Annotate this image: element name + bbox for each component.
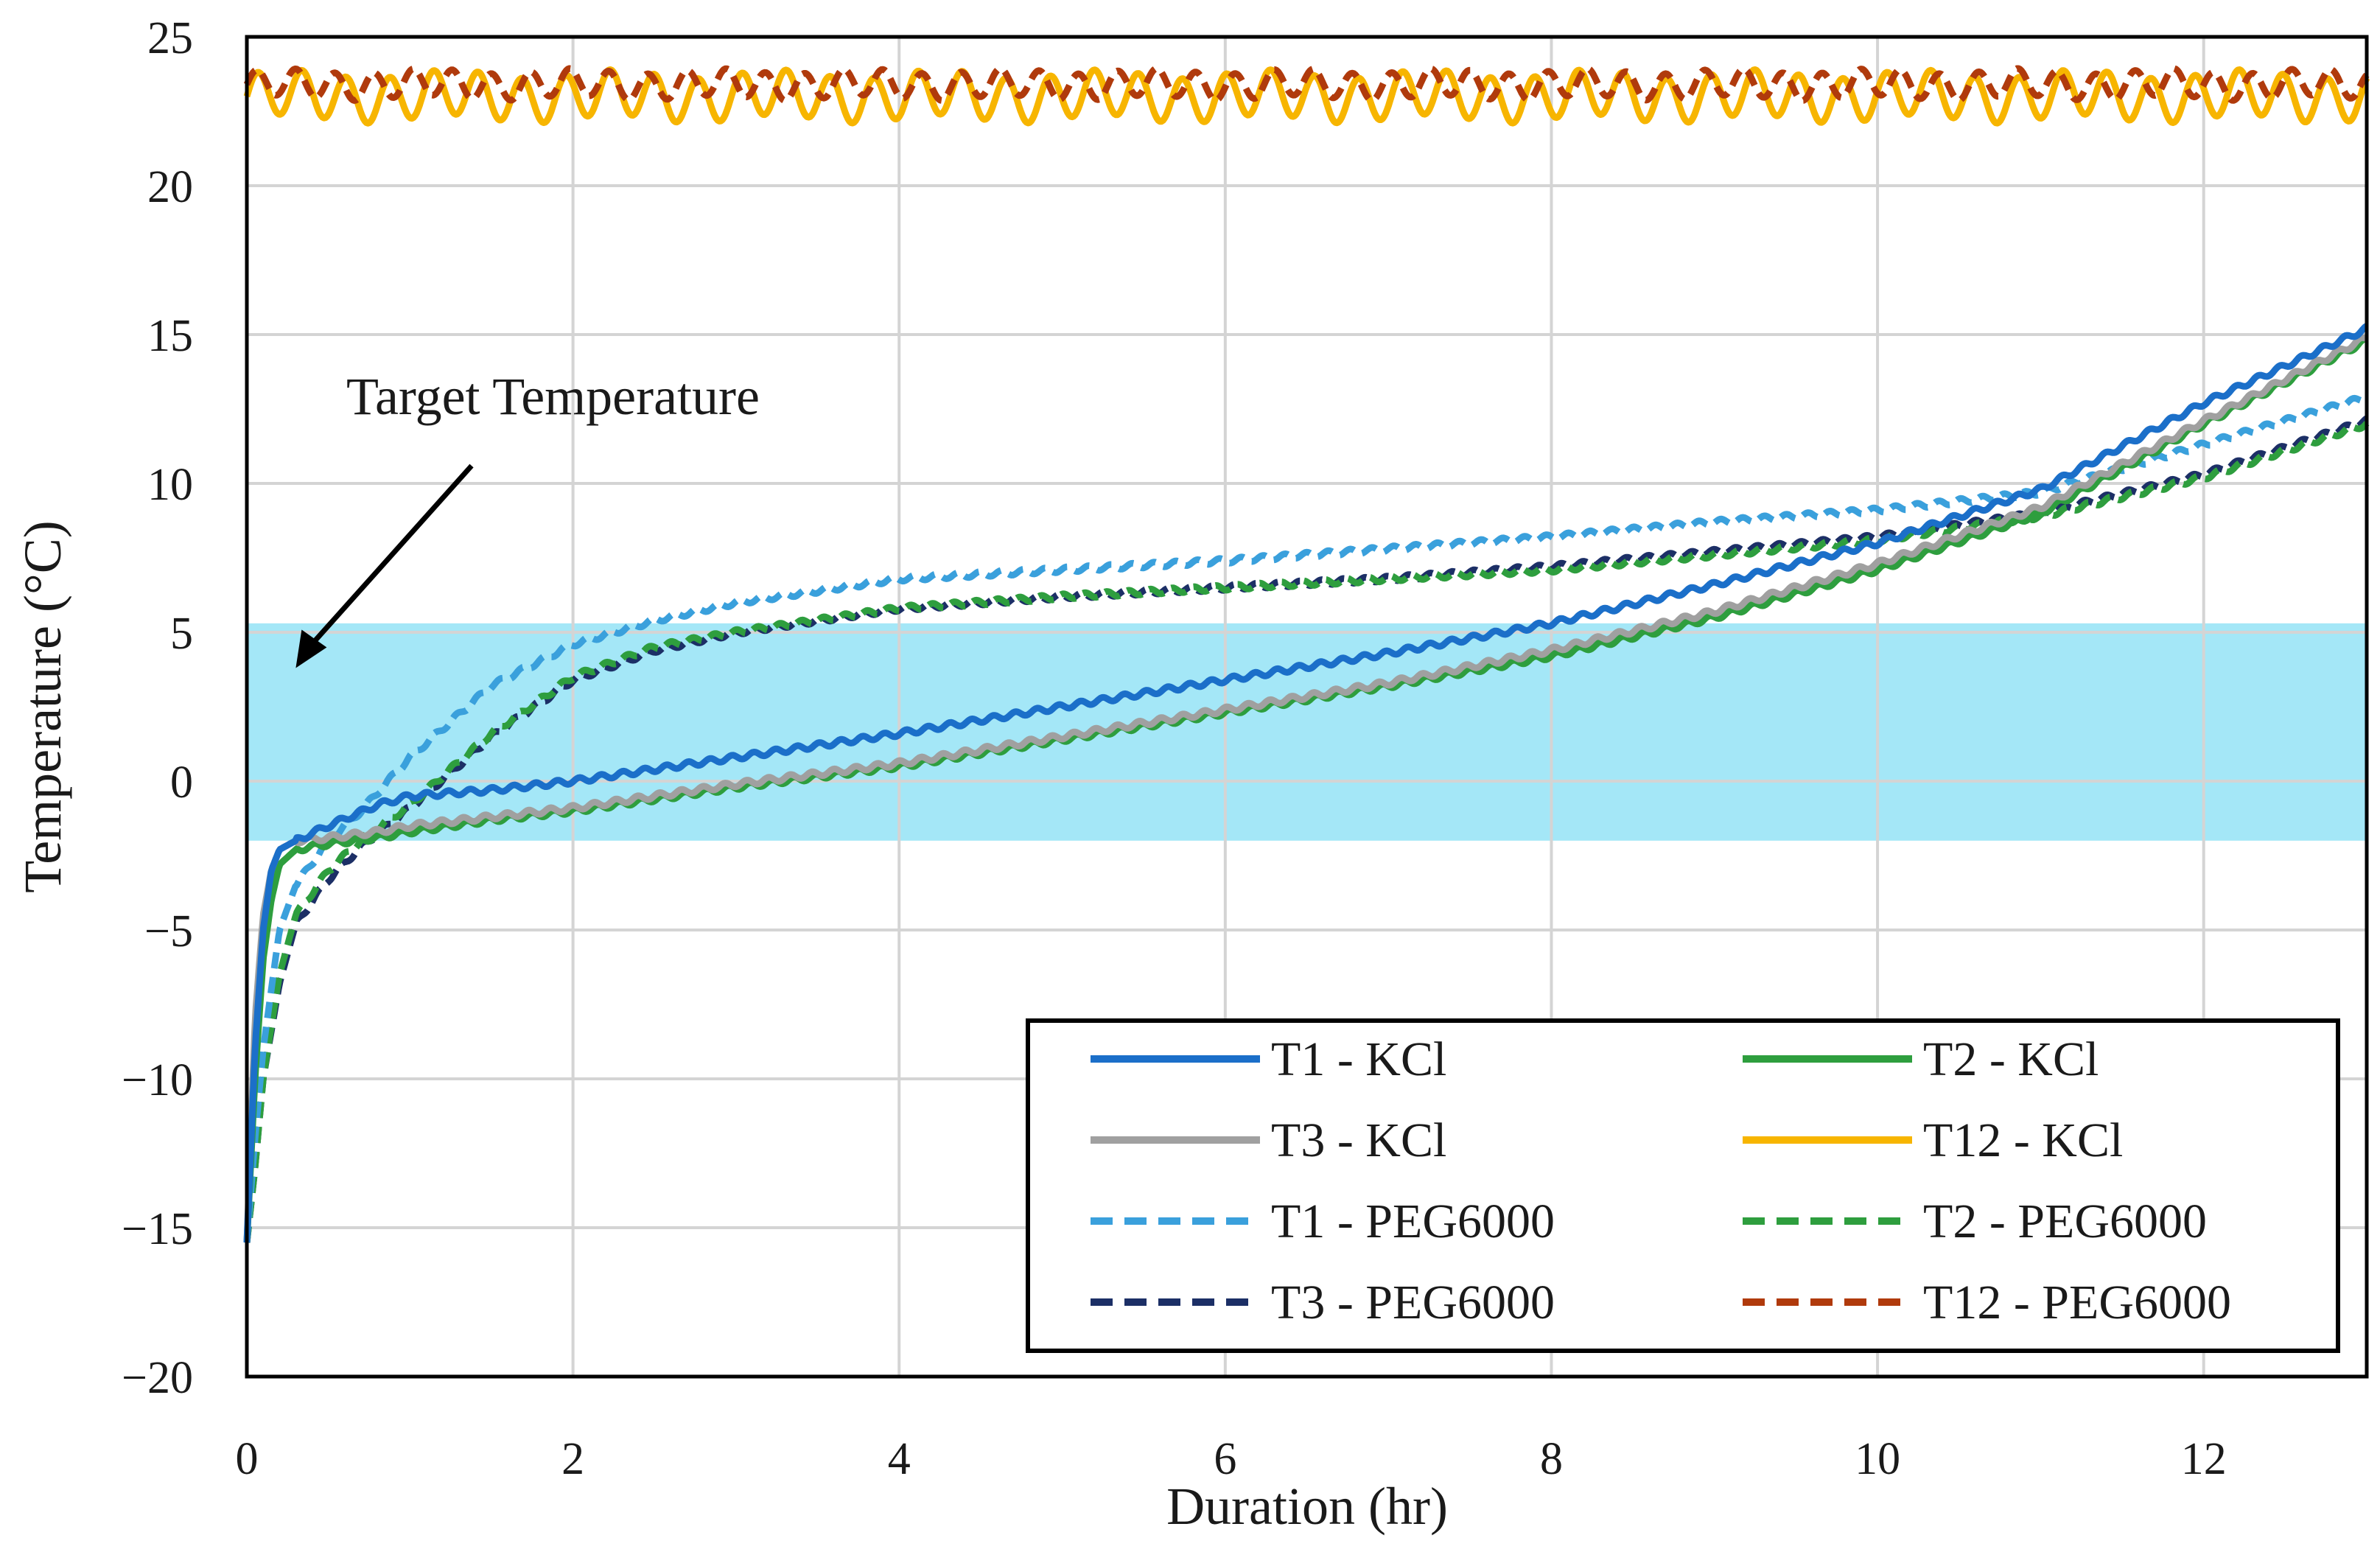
x-tick-label: 4: [888, 1434, 911, 1484]
x-tick-label: 12: [2181, 1434, 2227, 1484]
y-tick-label: −5: [144, 906, 193, 957]
y-tick-label: 0: [170, 758, 193, 808]
x-axis-title: Duration (hr): [1166, 1477, 1448, 1536]
legend-label: T3 - KCl: [1271, 1113, 1446, 1167]
annotation-arrow: [307, 464, 474, 649]
x-tick-label: 10: [1855, 1434, 1900, 1484]
series-line-t1-kcl: [243, 323, 2369, 1243]
legend-box: [1026, 1018, 2340, 1353]
y-tick-label: −15: [122, 1204, 193, 1254]
x-tick-label: 0: [236, 1434, 259, 1484]
x-tick-label: 2: [561, 1434, 584, 1484]
legend-label: T1 - KCl: [1271, 1032, 1446, 1086]
plot-frame: [245, 35, 2369, 1379]
y-tick-label: 25: [147, 13, 193, 63]
x-tick-label: 6: [1214, 1434, 1236, 1484]
series-line-t12-peg6000: [243, 65, 2370, 104]
annotation-arrowhead: [295, 629, 327, 668]
y-tick-label: −20: [122, 1353, 193, 1403]
legend-label: T12 - PEG6000: [1923, 1276, 2231, 1329]
legend-label: T1 - PEG6000: [1271, 1195, 1555, 1248]
annotation-target-temperature: Target Temperature: [346, 367, 760, 426]
legend-label: T12 - KCl: [1923, 1113, 2123, 1167]
series-line-t12-kcl: [243, 66, 2370, 127]
legend-label: T3 - PEG6000: [1271, 1276, 1555, 1329]
x-tick-label: 8: [1540, 1434, 1563, 1484]
y-tick-label: 20: [147, 162, 193, 212]
y-tick-label: 15: [147, 311, 193, 361]
legend-label: T2 - KCl: [1923, 1032, 2099, 1086]
legend-label: T2 - PEG6000: [1923, 1195, 2207, 1248]
y-tick-label: −10: [122, 1055, 193, 1105]
y-tick-label: 5: [170, 609, 193, 659]
series-line-t3-kcl: [243, 334, 2369, 1243]
y-axis-title: Temperature (°C): [13, 520, 72, 893]
y-tick-label: 10: [147, 460, 193, 510]
